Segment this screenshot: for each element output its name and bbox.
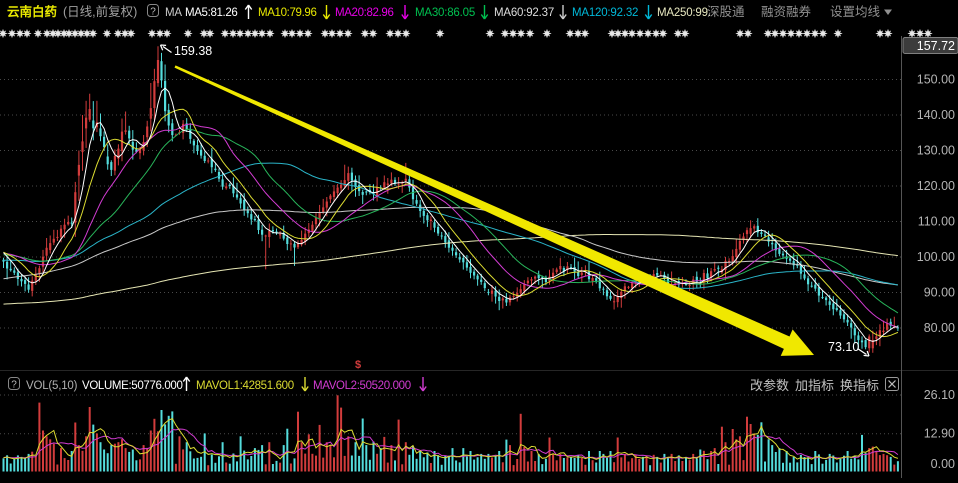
svg-text:0.00: 0.00 [931, 453, 955, 472]
svg-text:159.38: 159.38 [174, 40, 212, 59]
svg-text:90.00: 90.00 [924, 282, 955, 301]
svg-text:150.00: 150.00 [917, 69, 955, 88]
svg-text:融资融券: 融资融券 [761, 1, 812, 20]
svg-text:?: ? [11, 376, 17, 391]
svg-text:(日线,前复权): (日线,前复权) [63, 1, 137, 20]
svg-text:12.90: 12.90 [924, 423, 955, 442]
svg-text:加指标: 加指标 [795, 375, 834, 394]
svg-text:26.10: 26.10 [924, 384, 955, 403]
svg-text:MA10:79.96: MA10:79.96 [258, 4, 317, 20]
svg-text:MA30:86.05: MA30:86.05 [415, 4, 475, 20]
svg-text:$: $ [355, 356, 361, 372]
svg-text:MA60:92.37: MA60:92.37 [494, 4, 554, 20]
svg-text:VOLUME:50776.000: VOLUME:50776.000 [82, 377, 183, 393]
svg-text:100.00: 100.00 [917, 246, 955, 265]
svg-text:MA20:82.96: MA20:82.96 [335, 4, 394, 20]
svg-text:MA250:99.: MA250:99. [657, 4, 711, 20]
svg-text:73.10: 73.10 [828, 336, 859, 355]
svg-text:157.72: 157.72 [917, 35, 955, 54]
svg-text:设置均线: 设置均线 [830, 1, 881, 20]
svg-text:110.00: 110.00 [918, 211, 955, 230]
svg-text:MAVOL2:50520.000: MAVOL2:50520.000 [313, 377, 411, 393]
svg-text:换指标: 换指标 [840, 375, 879, 394]
svg-text:MAVOL1:42851.600: MAVOL1:42851.600 [196, 377, 294, 393]
svg-text:深股通: 深股通 [707, 1, 745, 20]
svg-text:改参数: 改参数 [750, 375, 789, 394]
svg-text:MA120:92.32: MA120:92.32 [572, 4, 638, 20]
svg-text:MA: MA [165, 4, 182, 20]
svg-text:80.00: 80.00 [924, 317, 955, 336]
svg-text:140.00: 140.00 [917, 104, 955, 123]
svg-text:云南白药: 云南白药 [7, 1, 58, 20]
svg-text:130.00: 130.00 [917, 140, 955, 159]
svg-text:VOL(5,10): VOL(5,10) [26, 377, 78, 393]
svg-text:?: ? [150, 3, 156, 18]
svg-text:MA5:81.26: MA5:81.26 [185, 4, 237, 20]
svg-text:120.00: 120.00 [917, 175, 955, 194]
